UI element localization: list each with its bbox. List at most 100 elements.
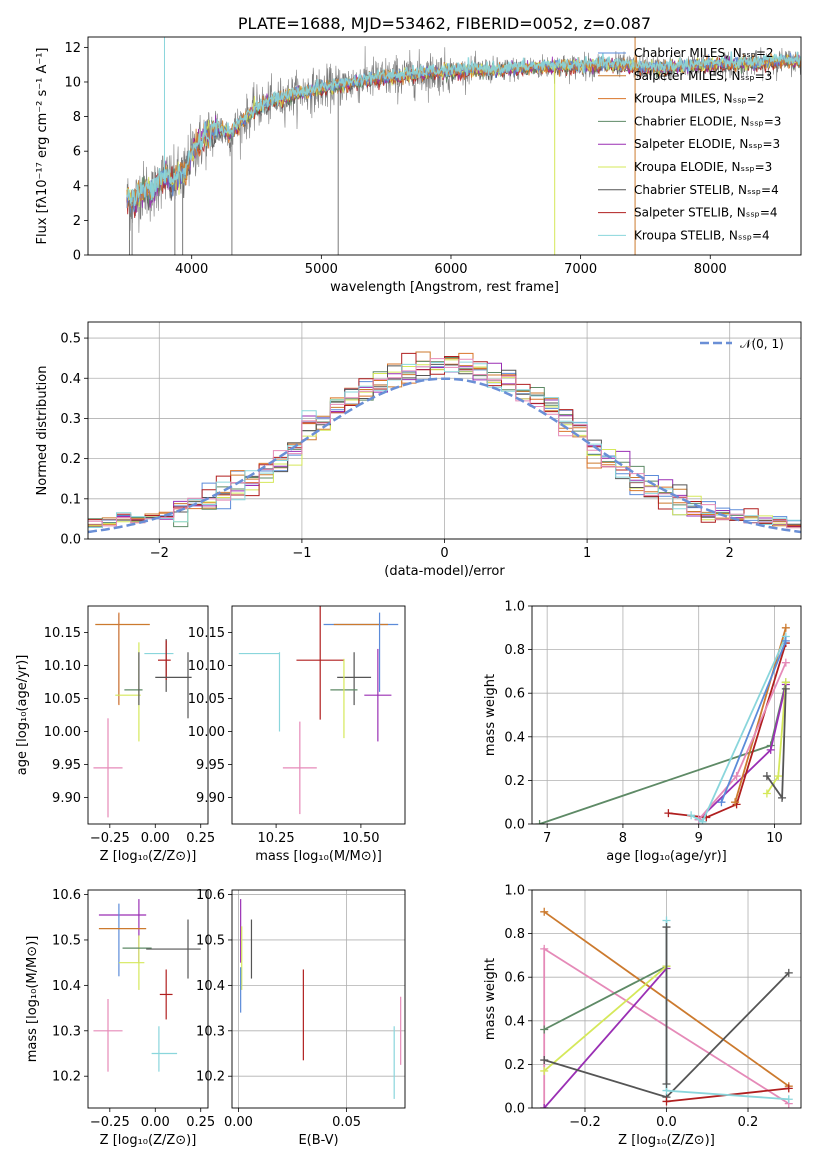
- legend-label-chabrier_stelib: Chabrier STELIB, Nₛₛₚ=4: [634, 183, 779, 197]
- x-tick-label: 0.05: [332, 1115, 361, 1130]
- data-point-marker: [540, 1104, 549, 1108]
- y-tick-label: 10.00: [44, 725, 81, 740]
- data-point-marker: [731, 798, 740, 807]
- data-point-marker: [784, 1095, 793, 1104]
- histogram-pink-line: [88, 358, 801, 529]
- y-tick-label: 0: [73, 249, 81, 264]
- x-tick-label: −0.25: [90, 1115, 130, 1130]
- y-tick-label: 0.4: [60, 372, 81, 387]
- plot-area: [240, 899, 402, 1099]
- y-tick-label: 10.4: [196, 979, 225, 994]
- y-tick-label: 10.3: [52, 1024, 81, 1039]
- x-tick-label: 10.25: [257, 831, 294, 846]
- series-chabrier_miles-line: [720, 640, 787, 803]
- y-tick-label: 0.5: [60, 332, 81, 347]
- y-axis-label: mass weight: [483, 674, 498, 756]
- y-tick-label: 8: [73, 110, 81, 125]
- y-axis-label: Flux [fλ10⁻¹⁷ erg cm⁻² s⁻¹ A⁻¹]: [35, 48, 50, 245]
- plot-area: [238, 606, 399, 815]
- legend-label-chabrier_elodie: Chabrier ELODIE, Nₛₛₚ=3: [634, 114, 781, 128]
- y-tick-label: 9.95: [52, 758, 81, 773]
- x-axis-label: mass [log₁₀(M/M⊙)]: [255, 849, 382, 864]
- axes-frame: [531, 605, 802, 825]
- mass-weight-vs-age-chart: 7 8 9 10 0.0 0.2 0.4 0.6 0.8 1.0 age [log₁₀(age/yr…: [483, 600, 802, 864]
- data-point-marker: [662, 1080, 671, 1089]
- data-point-marker: [662, 923, 671, 932]
- data-point-marker: [540, 944, 549, 953]
- series-salpeter_elodie-line: [543, 967, 668, 1108]
- mass-weight-vs-metallicity-chart: −0.2 0.0 0.2 0.0 0.2 0.4 0.6 0.8 1.0 Z [log₁₀(Z/Z…: [483, 884, 802, 1148]
- x-tick-label: 8: [619, 831, 627, 846]
- y-tick-label: 10.5: [196, 933, 225, 948]
- series-chabrier_elodie-line: [543, 965, 667, 1031]
- axes: −2 −1 0 1 2 0.0 0.1 0.2 0.3 0.4 0.5 (data-model)/er…: [35, 321, 802, 579]
- data-point-marker: [540, 1025, 549, 1034]
- data-point-marker: [540, 907, 549, 916]
- y-tick-label: 9.90: [196, 791, 225, 806]
- plot-area: [88, 351, 801, 534]
- y-axis-label: mass [log₁₀(M/M⊙)]: [25, 936, 40, 1063]
- data-point-marker: [762, 772, 771, 781]
- axes-frame: [87, 889, 209, 1109]
- data-point-marker: [778, 793, 787, 802]
- y-tick-label: 0.4: [504, 730, 525, 745]
- axes-frame: [87, 605, 209, 825]
- x-tick-label: 6000: [434, 262, 467, 277]
- data-point-marker: [762, 789, 771, 798]
- legend-label-salpeter_miles: Salpeter MILES, Nₛₛₚ=3: [634, 69, 772, 83]
- axes: −0.2 0.0 0.2 0.0 0.2 0.4 0.6 0.8 1.0 Z [log₁₀(Z/Z…: [483, 884, 802, 1148]
- data-point-marker: [664, 809, 673, 818]
- y-axis-label: Normed distribution: [35, 366, 50, 496]
- axes-frame: [231, 605, 406, 825]
- data-point-marker: [687, 811, 696, 820]
- plot-area: [535, 623, 790, 824]
- x-tick-label: 2: [726, 546, 734, 561]
- plot-area: [540, 907, 793, 1108]
- axes: −0.25 0.00 0.25 9.90 9.95 10.00 10.05 10.10 10.1…: [15, 605, 215, 864]
- x-tick-label: −1: [292, 546, 311, 561]
- x-tick-label: 0.0: [656, 1115, 677, 1130]
- legend-label-kroupa_elodie: Kroupa ELODIE, Nₛₛₚ=3: [634, 160, 772, 174]
- y-tick-label: 10.00: [188, 725, 225, 740]
- x-axis-label: (data-model)/error: [384, 564, 505, 579]
- plot-area: [126, 37, 801, 255]
- x-tick-label: 7: [543, 831, 551, 846]
- data-point-marker: [717, 798, 726, 807]
- series-kroupa_elodie-line: [543, 965, 668, 1072]
- data-point-marker: [784, 968, 793, 977]
- x-tick-label: 0.00: [141, 1115, 170, 1130]
- x-tick-label: 0.25: [186, 1115, 215, 1130]
- y-tick-label: 0.1: [60, 492, 81, 507]
- y-tick-label: 6: [73, 145, 81, 160]
- x-axis-label: E(B-V): [298, 1133, 338, 1148]
- data-point-marker: [535, 820, 544, 824]
- legend-label-chabrier_miles: Chabrier MILES, Nₛₛₚ=2: [634, 46, 774, 60]
- x-tick-label: 8000: [694, 262, 727, 277]
- y-tick-label: 12: [64, 41, 81, 56]
- y-tick-label: 1.0: [504, 884, 525, 899]
- x-tick-label: 1: [583, 546, 591, 561]
- x-tick-label: −2: [150, 546, 169, 561]
- data-point-marker: [781, 623, 790, 632]
- x-tick-label: −0.2: [569, 1115, 601, 1130]
- y-tick-label: 4: [73, 179, 81, 194]
- axes: 0.00 0.05 10.2 10.3 10.4 10.5 10.6 E(B-V): [196, 888, 406, 1148]
- y-tick-label: 2: [73, 214, 81, 229]
- chart-title: PLATE=1688, MJD=53462, FIBERID=0052, z=0…: [238, 14, 651, 33]
- x-axis-label: Z [log₁₀(Z/Z⊙)]: [100, 849, 197, 864]
- y-tick-label: 0.6: [504, 687, 525, 702]
- spectrum-chart: 4000 5000 6000 7000 8000 0 2 4 6 8 10 12 wavelength …: [35, 14, 802, 295]
- axes-frame: [231, 889, 406, 1109]
- y-tick-label: 10.3: [196, 1024, 225, 1039]
- y-tick-label: 0.2: [60, 452, 81, 467]
- y-tick-label: 10.10: [44, 659, 81, 674]
- y-tick-label: 0.4: [504, 1014, 525, 1029]
- x-axis-label: wavelength [Angstrom, rest frame]: [330, 280, 559, 295]
- model-spectrum-kroupa_stelib-line: [126, 51, 801, 207]
- legend-label-gaussian: 𝒩(0, 1): [740, 337, 784, 351]
- legend-label-kroupa_stelib: Kroupa STELIB, Nₛₛₚ=4: [634, 228, 770, 242]
- plot-area: [93, 612, 192, 818]
- x-tick-label: 9: [695, 831, 703, 846]
- y-tick-label: 0.2: [504, 1058, 525, 1073]
- y-axis-label: age [log₁₀(age/yr)]: [15, 655, 30, 776]
